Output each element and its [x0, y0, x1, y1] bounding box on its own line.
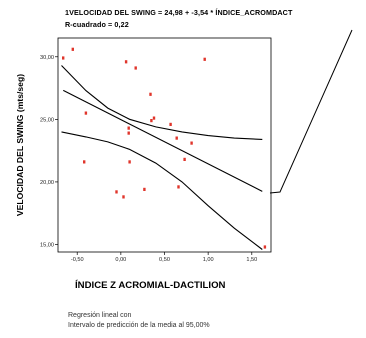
axis-ticks: -0,50 0,00 0,50 1,00 1,50 15,00 20,00 25,00 30,0…	[40, 55, 257, 263]
data-point	[152, 116, 156, 120]
data-point	[175, 136, 178, 140]
data-point	[115, 190, 118, 194]
data-point	[183, 157, 186, 161]
data-point	[122, 195, 125, 199]
data-point	[169, 122, 172, 126]
y-axis-label: VELOCIDAD DEL SWING (mts/seg)	[15, 74, 25, 216]
data-point	[177, 185, 180, 189]
y-tick-label: 30,00	[40, 55, 54, 61]
annotation-line-2: Intervalo de predicción de la media al 9…	[68, 322, 210, 329]
data-point	[134, 66, 137, 70]
x-tick-label: 0,50	[159, 257, 170, 263]
data-point	[127, 126, 130, 130]
data-point	[263, 245, 267, 249]
data-point	[84, 111, 88, 115]
data-point	[190, 141, 193, 145]
data-point	[128, 160, 131, 164]
data-points	[62, 47, 267, 249]
data-point	[143, 187, 146, 191]
y-tick-label: 15,00	[40, 242, 54, 248]
y-tick-label: 20,00	[40, 180, 54, 186]
ci-lower-line	[61, 131, 263, 250]
data-point	[124, 60, 128, 64]
r-squared-label: R-cuadrado = 0,22	[65, 20, 129, 29]
x-tick-label: 1,50	[246, 257, 257, 263]
annotation-line-1: Regresión lineal con	[68, 312, 132, 319]
x-tick-label: 1,00	[203, 257, 214, 263]
fit-line	[62, 89, 263, 192]
data-point	[127, 131, 130, 135]
ci-upper-line	[61, 65, 263, 140]
data-point	[62, 56, 65, 60]
data-point	[83, 160, 86, 164]
x-tick-label: 0,00	[115, 257, 126, 263]
regression-equation: 1VELOCIDAD DEL SWING = 24,98 + -3,54 * Í…	[65, 8, 293, 17]
regression-lines	[61, 65, 263, 250]
data-point	[71, 47, 74, 51]
x-axis-label: ÍNDICE Z ACROMIAL-DACTILION	[75, 279, 226, 291]
data-point	[150, 119, 153, 123]
equation-leader-line	[269, 29, 353, 194]
plot-frame	[57, 37, 272, 253]
data-point	[149, 92, 152, 96]
x-tick-label: -0,50	[71, 257, 84, 263]
data-point	[203, 57, 206, 61]
y-tick-label: 25,00	[40, 117, 54, 123]
